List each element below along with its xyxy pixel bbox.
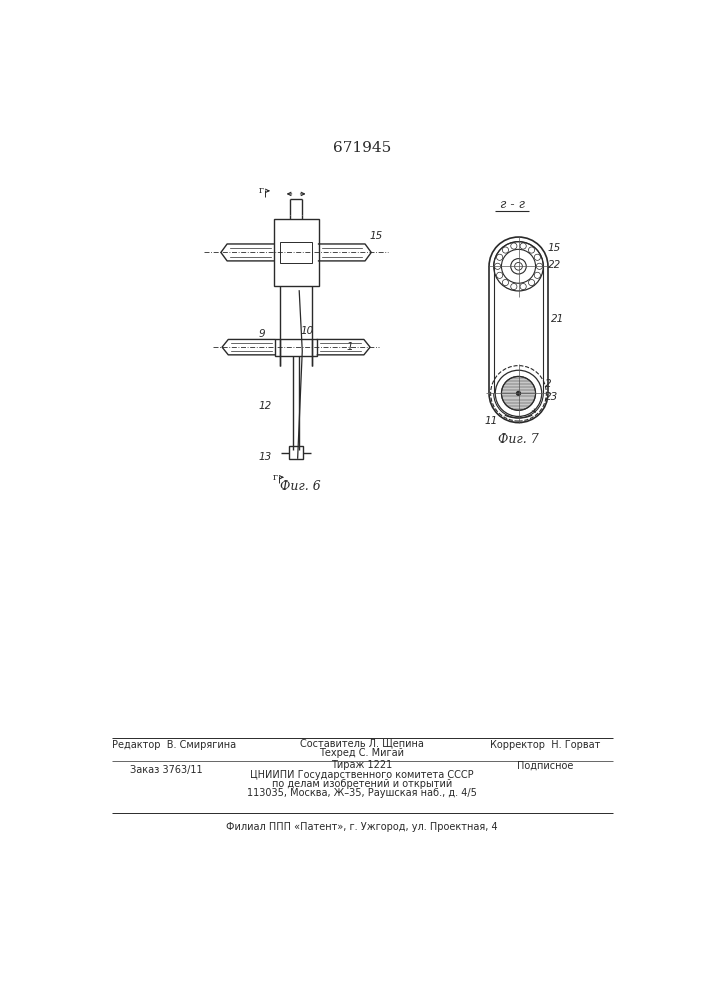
Bar [280,242,312,263]
Text: 15: 15 [370,231,383,241]
Text: Редактор  В. Смирягина: Редактор В. Смирягина [112,740,235,750]
Text: Подписное: Подписное [518,760,574,770]
Text: Заказ 3763/11: Заказ 3763/11 [129,765,202,775]
Text: 22: 22 [548,260,561,270]
Text: 671945: 671945 [333,141,391,155]
Text: 113035, Москва, Ж–35, Раушская наб., д. 4/5: 113035, Москва, Ж–35, Раушская наб., д. … [247,788,477,798]
Text: Техред С. Мигай: Техред С. Мигай [320,748,404,758]
Text: по делам изобретений и открытий: по делам изобретений и открытий [271,779,452,789]
Text: 15: 15 [548,243,561,253]
Text: 11: 11 [484,416,498,426]
Text: 13: 13 [259,452,272,462]
Circle shape [517,391,520,395]
Bar [289,446,303,459]
Text: 12: 12 [259,401,272,411]
Circle shape [501,376,535,410]
Text: Составитель Л. Щепина: Составитель Л. Щепина [300,739,424,749]
Text: Фиг. 7: Фиг. 7 [498,433,539,446]
Text: Корректор  Н. Горват: Корректор Н. Горват [491,740,601,750]
Text: 2: 2 [545,379,551,389]
Bar [275,339,317,356]
Bar [274,219,319,286]
Text: 9: 9 [259,329,266,339]
Text: г - г: г - г [500,198,525,211]
Text: г: г [259,186,264,195]
Text: Филиал ППП «Патент», г. Ужгород, ул. Проектная, 4: Филиал ППП «Патент», г. Ужгород, ул. Про… [226,822,498,832]
Text: 10: 10 [300,326,314,336]
Text: 21: 21 [551,314,564,324]
Text: г: г [273,473,278,482]
Text: 1: 1 [347,342,354,352]
Text: Фиг. 6: Фиг. 6 [279,480,320,493]
Text: 23: 23 [545,392,558,402]
Text: ЦНИИПИ Государственного комитета СССР: ЦНИИПИ Государственного комитета СССР [250,770,474,780]
Text: Тираж 1221: Тираж 1221 [332,760,392,770]
